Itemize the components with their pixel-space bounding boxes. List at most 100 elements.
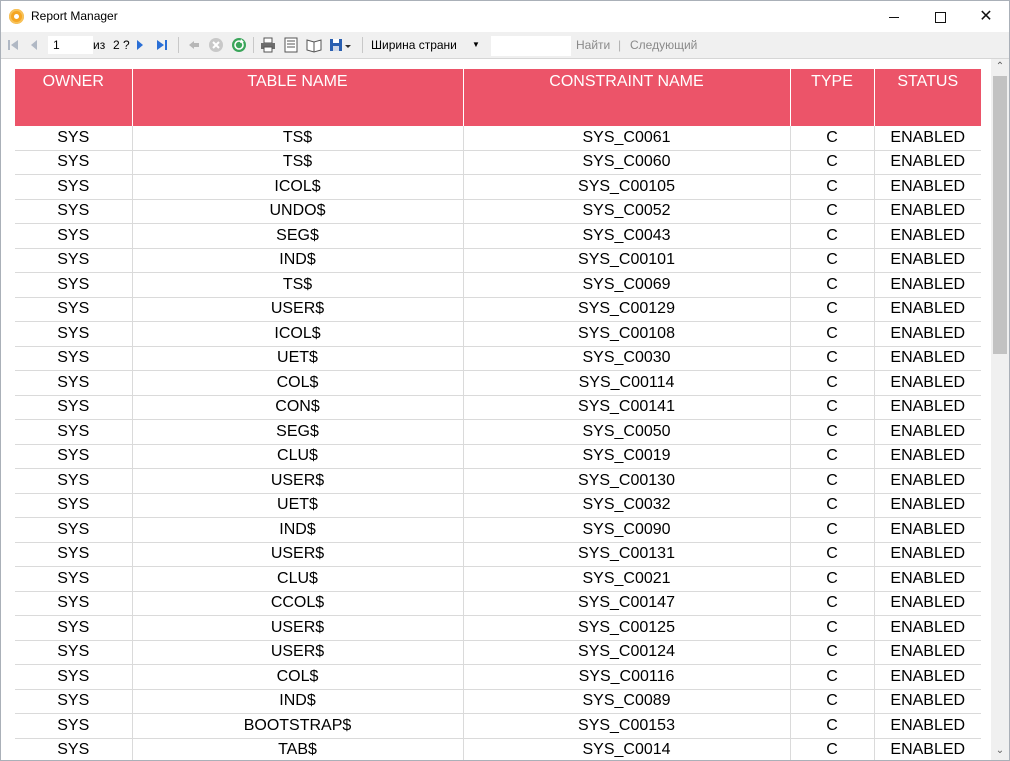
report-viewport[interactable]: OWNER TABLE NAME CONSTRAINT NAME TYPE STATUS…	[1, 59, 991, 760]
vertical-scrollbar[interactable]: ⌃ ⌄	[991, 59, 1009, 760]
zoom-select[interactable]: Ширина страни ▼	[371, 36, 481, 54]
next-page-icon[interactable]	[132, 37, 148, 53]
table-row: SYS CLU$ SYS_C0021 C ENABLED	[15, 566, 981, 592]
table-cell: CON$	[132, 395, 464, 420]
page-number-input[interactable]	[48, 36, 93, 54]
find-input[interactable]	[491, 36, 571, 56]
table-cell: SYS_C0061	[463, 126, 791, 151]
table-cell: SYS_C0032	[463, 493, 791, 518]
report-toolbar: из 2 ? Ширина стр	[1, 32, 1009, 59]
table-cell: SYS	[15, 150, 133, 175]
table-cell: SYS	[15, 321, 133, 347]
table-cell: USER$	[132, 542, 464, 567]
table-cell: ENABLED	[874, 272, 981, 298]
find-next-link[interactable]: Следующий	[630, 38, 698, 52]
table-row: SYS USER$ SYS_C00131 C ENABLED	[15, 542, 981, 567]
minimize-button[interactable]	[871, 1, 917, 32]
print-icon[interactable]	[260, 37, 276, 53]
table-cell: SYS_C00116	[463, 664, 791, 690]
table-cell: SYS_C00141	[463, 395, 791, 420]
table-cell: SYS_C0069	[463, 272, 791, 298]
table-cell: C	[790, 713, 875, 739]
table-cell: ENABLED	[874, 370, 981, 396]
table-cell: UET$	[132, 493, 464, 518]
table-cell: SYS_C00105	[463, 174, 791, 200]
refresh-icon[interactable]	[231, 37, 247, 53]
table-cell: SYS	[15, 591, 133, 616]
scroll-down-icon[interactable]: ⌄	[995, 745, 1005, 756]
table-cell: SYS_C0014	[463, 738, 791, 760]
table-row: SYS IND$ SYS_C0089 C ENABLED	[15, 689, 981, 714]
page-total-label: 2 ?	[113, 38, 130, 52]
table-cell: C	[790, 664, 875, 690]
table-cell: ENABLED	[874, 468, 981, 494]
first-page-icon[interactable]	[5, 37, 21, 53]
table-cell: SYS_C00114	[463, 370, 791, 396]
close-button[interactable]: ✕	[963, 1, 1009, 32]
stop-icon[interactable]	[208, 37, 224, 53]
table-cell: IND$	[132, 248, 464, 273]
table-cell: USER$	[132, 615, 464, 641]
table-cell: TS$	[132, 272, 464, 298]
table-cell: C	[790, 640, 875, 665]
table-cell: SYS	[15, 444, 133, 469]
table-cell: ENABLED	[874, 689, 981, 714]
maximize-icon	[934, 11, 946, 23]
table-cell: ENABLED	[874, 126, 981, 151]
prev-page-icon[interactable]	[26, 37, 42, 53]
table-cell: UET$	[132, 346, 464, 371]
table-cell: SYS_C0043	[463, 223, 791, 249]
export-icon[interactable]	[328, 37, 354, 53]
table-cell: ENABLED	[874, 297, 981, 322]
table-cell: SEG$	[132, 223, 464, 249]
table-cell: ENABLED	[874, 174, 981, 200]
table-cell: SYS_C0019	[463, 444, 791, 469]
table-cell: C	[790, 199, 875, 224]
window-title: Report Manager	[31, 9, 118, 23]
table-cell: C	[790, 297, 875, 322]
maximize-button[interactable]	[917, 1, 963, 32]
table-cell: C	[790, 395, 875, 420]
find-divider: |	[618, 38, 622, 52]
table-cell: SYS_C00153	[463, 713, 791, 739]
table-cell: ENABLED	[874, 566, 981, 592]
scroll-thumb[interactable]	[993, 76, 1007, 354]
table-cell: SYS	[15, 370, 133, 396]
find-link[interactable]: Найти	[576, 38, 611, 52]
table-cell: SYS	[15, 223, 133, 249]
dropdown-arrow-icon: ▼	[472, 40, 480, 49]
column-header: CONSTRAINT NAME	[463, 69, 791, 126]
table-cell: ENABLED	[874, 223, 981, 249]
table-cell: SYS_C00129	[463, 297, 791, 322]
table-row: SYS TAB$ SYS_C0014 C ENABLED	[15, 738, 981, 760]
table-row: SYS USER$ SYS_C00129 C ENABLED	[15, 297, 981, 322]
back-icon[interactable]	[186, 37, 202, 53]
scroll-up-icon[interactable]: ⌃	[995, 61, 1005, 72]
table-cell: SYS_C0052	[463, 199, 791, 224]
table-cell: SYS	[15, 615, 133, 641]
table-cell: SYS_C0050	[463, 419, 791, 445]
table-cell: TS$	[132, 150, 464, 175]
table-row: SYS CLU$ SYS_C0019 C ENABLED	[15, 444, 981, 469]
table-row: SYS CCOL$ SYS_C00147 C ENABLED	[15, 591, 981, 616]
table-cell: SYS	[15, 199, 133, 224]
table-cell: ICOL$	[132, 174, 464, 200]
table-cell: SYS	[15, 689, 133, 714]
table-cell: C	[790, 321, 875, 347]
table-cell: ENABLED	[874, 517, 981, 543]
column-header: OWNER	[15, 69, 133, 126]
app-icon	[9, 9, 24, 24]
table-row: SYS TS$ SYS_C0060 C ENABLED	[15, 150, 981, 175]
table-cell: ENABLED	[874, 615, 981, 641]
table-cell: SYS	[15, 395, 133, 420]
print-layout-icon[interactable]	[283, 37, 299, 53]
toolbar-separator	[362, 37, 363, 53]
page-setup-icon[interactable]	[306, 37, 322, 53]
table-cell: BOOTSTRAP$	[132, 713, 464, 739]
table-cell: SYS	[15, 346, 133, 371]
toolbar-separator	[178, 37, 179, 53]
table-cell: CCOL$	[132, 591, 464, 616]
last-page-icon[interactable]	[154, 37, 170, 53]
table-cell: C	[790, 272, 875, 298]
column-header: TYPE	[790, 69, 875, 126]
